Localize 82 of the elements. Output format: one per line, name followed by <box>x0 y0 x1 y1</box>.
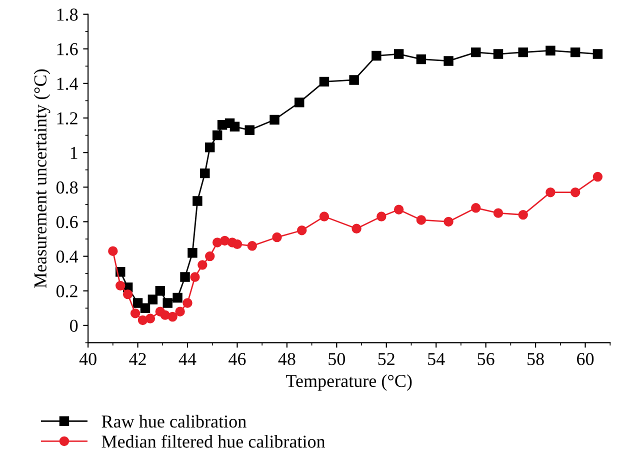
point <box>394 204 404 214</box>
x-tick-label: 44 <box>178 353 196 365</box>
point <box>394 49 404 59</box>
point <box>212 130 222 140</box>
point <box>192 196 202 206</box>
point <box>132 298 143 308</box>
legend-label: Raw hue calibration <box>102 414 246 428</box>
point <box>518 47 528 58</box>
point <box>493 208 504 218</box>
y-tick-label: 0.6 <box>56 216 78 228</box>
point <box>190 272 200 282</box>
point <box>352 224 362 234</box>
point <box>188 248 198 258</box>
point <box>270 114 280 125</box>
x-axis-title: Temperature (°C) <box>286 374 412 391</box>
point <box>319 76 330 87</box>
point <box>247 241 257 251</box>
point <box>416 215 426 225</box>
point <box>592 172 603 182</box>
point <box>155 286 166 296</box>
x-tick-label: 56 <box>478 353 494 366</box>
point <box>570 47 580 58</box>
y-axis-title: Measurement uncertainty (°C) <box>34 69 50 288</box>
point <box>122 289 133 300</box>
point <box>272 232 282 242</box>
y-tick-label: 1.4 <box>57 78 78 90</box>
point <box>244 125 255 135</box>
y-tick-label: 1 <box>70 146 78 159</box>
x-tick-label: 40 <box>79 352 96 366</box>
point <box>175 306 185 316</box>
point <box>138 315 148 326</box>
point <box>471 203 481 213</box>
y-tick-label: 1.2 <box>57 112 78 125</box>
x-tick-label: 58 <box>528 352 544 366</box>
point <box>130 308 140 318</box>
point <box>297 225 307 236</box>
point <box>140 303 150 314</box>
point <box>372 50 382 61</box>
legend-label: Median filtered hue calibration <box>102 434 326 448</box>
point <box>570 187 580 198</box>
point <box>376 212 386 222</box>
point <box>546 46 556 56</box>
point <box>230 122 240 132</box>
point <box>182 298 192 308</box>
point <box>518 210 528 220</box>
point <box>205 251 215 262</box>
point <box>319 212 330 222</box>
point <box>416 54 426 64</box>
point <box>349 75 359 85</box>
point <box>198 260 208 270</box>
y-tick-label: 0 <box>70 320 78 332</box>
x-tick-label: 60 <box>577 352 594 366</box>
point <box>294 98 304 108</box>
point <box>148 294 158 304</box>
point <box>180 272 190 282</box>
point <box>232 239 242 250</box>
x-tick-label: 48 <box>278 352 296 366</box>
point <box>220 236 230 246</box>
point <box>145 314 156 324</box>
point <box>592 49 603 59</box>
point <box>172 292 182 303</box>
x-tick-label: 46 <box>228 353 246 366</box>
x-tick-label: 52 <box>378 353 394 366</box>
y-tick-label: 0.2 <box>56 285 78 298</box>
point <box>471 47 481 58</box>
point <box>162 298 172 308</box>
x-tick-label: 42 <box>129 353 146 365</box>
point <box>493 49 504 59</box>
point <box>116 280 126 291</box>
y-tick-label: 1.8 <box>57 8 78 21</box>
x-tick-label: 54 <box>428 353 445 366</box>
y-tick-label: 0.4 <box>56 250 78 263</box>
point <box>546 187 556 198</box>
x-tick-label: 50 <box>328 352 346 366</box>
point <box>444 56 454 66</box>
point <box>108 246 118 256</box>
point <box>168 312 178 322</box>
point <box>205 142 215 152</box>
point <box>200 168 210 178</box>
y-tick-label: 0.8 <box>56 181 78 194</box>
y-tick-label: 1.6 <box>57 43 78 56</box>
point <box>444 216 454 227</box>
